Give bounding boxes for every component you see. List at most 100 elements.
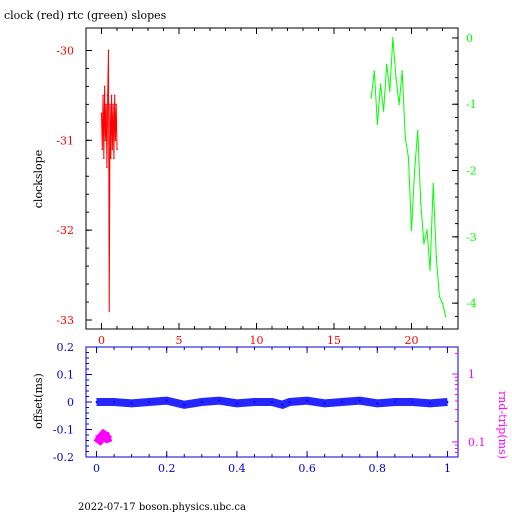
y-tick-label: 0 [67,396,74,409]
offset-point [165,399,168,402]
y2-tick-label: -3 [466,231,477,244]
rtc-point [444,315,447,318]
clock-point [109,103,111,106]
rtc-point [373,70,376,72]
offset-point [306,399,309,402]
clock-point [110,157,112,160]
y-tick-label: -31 [56,134,74,147]
y2-tick-label: -1 [466,98,477,111]
rndtrip-point [109,435,112,438]
x-tick-label: 0 [93,462,100,475]
y-tick-label: 0.1 [57,369,75,382]
offset-point [95,401,98,403]
offset-point [218,399,221,402]
rtc-point [438,295,441,298]
series-clock-line [101,50,118,312]
y-tick-label: -30 [56,44,74,57]
y-tick-label: -33 [56,314,74,327]
clock-point [102,94,104,97]
offset-point [358,399,361,402]
rndtrip-point [98,437,102,441]
clock-point [116,148,118,151]
x-tick-label: 1 [444,462,451,475]
offset-point [446,401,449,403]
rndtrip-point [102,434,105,437]
clock-point [100,112,103,115]
rtc-point [385,63,388,66]
y-tick-label: -32 [56,224,74,237]
x-tick-label: 10 [250,334,264,347]
y2-tick-label: 1 [468,368,475,381]
top-plot-group: 0 5 10 15 20 -30 -31 -32 -33 0 -1 -2 -3 -4 [56,27,477,347]
rtc-point [395,76,397,79]
x-tick-label: 0.4 [228,462,246,475]
offset-point [113,401,116,403]
offset-point [130,402,133,405]
y2-tick-label: 0 [466,32,473,45]
clock-point [105,103,107,106]
footer-text: 2022-07-17 boson.physics.ubc.ca [78,502,246,512]
bottom-plot-group: 0 0.2 0.4 0.6 0.8 1 0.2 0.1 0 -0.1 -0.2 1 0.1 [53,341,486,475]
rtc-point [392,37,394,39]
x-tick-label: 0.8 [369,462,387,475]
clock-point [106,166,108,169]
offset-point [235,402,238,405]
offset-point [183,403,186,406]
rtc-point [435,255,438,258]
offset-point [411,401,414,403]
x-tick-label: 0.2 [158,462,176,475]
y-tick-label: -0.1 [53,424,74,437]
offset-point [323,402,326,405]
clock-point [110,94,113,97]
rtc-point [407,156,410,159]
rtc-point [382,110,385,112]
clock-point [115,103,118,106]
y2-tick-label: -2 [466,165,477,178]
clock-point [108,310,111,312]
clock-point [114,139,117,142]
rndtrip-point [105,436,109,440]
y-tick-label: -0.2 [53,451,74,464]
clock-point [112,103,114,106]
series-rtc-line [370,37,447,317]
clock-point [106,94,109,97]
clock-point [103,85,106,88]
chart-title: clock (red) rtc (green) slopes [4,9,167,22]
x-tick-label: 5 [176,334,183,347]
clock-point [113,157,115,160]
offset-point [341,401,344,403]
rtc-point [379,83,382,86]
rtc-point [420,202,422,205]
clock-point [107,49,110,52]
rtc-point [429,269,431,271]
x-tick-label: 20 [405,334,419,347]
x-tick-label: 0.6 [298,462,316,475]
offset-point [376,402,379,405]
rtc-point [416,129,419,132]
y2-axis-label-rndtrip: rnd-trip(ms) [496,391,509,459]
offset-point [200,401,203,403]
offset-point [271,401,273,403]
rtc-point [432,183,435,185]
rtc-point [404,136,407,139]
offset-point [393,401,396,403]
rtc-point [410,229,413,232]
x-tick-label: 0 [98,334,105,347]
offset-point [428,402,431,405]
y2-tick-label: -4 [466,297,477,310]
rtc-point [413,169,416,172]
rtc-point [426,229,428,232]
x-tick-label: 15 [327,334,341,347]
y2-tick-label: 0.1 [468,436,486,449]
rtc-point [398,103,400,106]
rndtrip-point [95,435,98,438]
offset-point [281,403,284,406]
rtc-point [401,70,404,72]
clock-point [104,139,107,142]
offset-point [253,401,256,403]
y-axis-label: clockslope [32,150,45,208]
clock-point [113,94,116,97]
series-offset-band [96,396,448,409]
rtc-point [370,96,373,99]
